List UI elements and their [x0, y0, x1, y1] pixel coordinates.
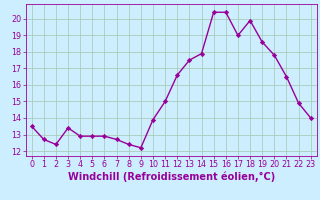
X-axis label: Windchill (Refroidissement éolien,°C): Windchill (Refroidissement éolien,°C) — [68, 172, 275, 182]
